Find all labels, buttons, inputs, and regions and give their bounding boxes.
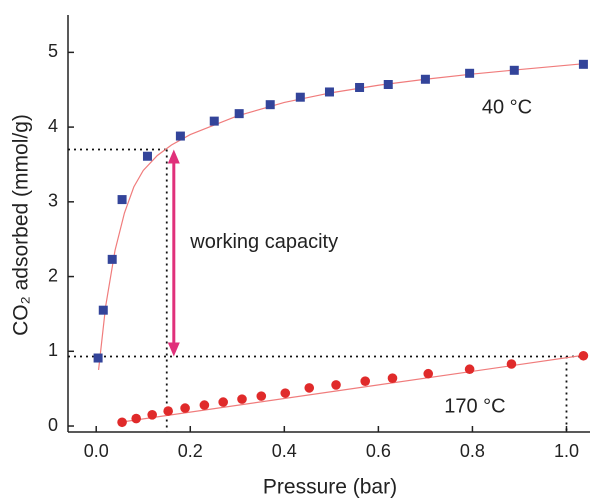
square-marker xyxy=(98,305,108,315)
square-marker xyxy=(465,68,475,78)
y-tick-label: 3 xyxy=(48,191,58,211)
annotation: 40 °C xyxy=(482,97,532,119)
circle-marker xyxy=(237,394,247,404)
y-tick-label: 1 xyxy=(48,340,58,360)
square-marker xyxy=(175,131,185,141)
y-tick-label: 5 xyxy=(48,41,58,61)
square-marker xyxy=(107,254,117,264)
circle-marker xyxy=(578,350,589,361)
circle-marker xyxy=(218,397,228,407)
x-tick-label: 1.0 xyxy=(554,441,579,461)
y-tick-label: 0 xyxy=(48,415,58,435)
square-marker xyxy=(265,100,275,110)
square-marker xyxy=(420,74,430,84)
square-marker xyxy=(234,109,244,119)
circle-marker xyxy=(256,391,267,401)
square-marker xyxy=(383,80,393,89)
circle-marker xyxy=(506,359,517,369)
circle-marker xyxy=(280,388,291,398)
square-marker xyxy=(509,65,519,75)
circle-marker xyxy=(464,364,475,375)
circle-marker xyxy=(117,417,127,428)
square-marker xyxy=(117,195,127,205)
square-marker xyxy=(295,92,305,102)
x-tick-label: 0.2 xyxy=(178,441,203,461)
square-marker xyxy=(93,353,103,363)
x-axis-label: Pressure (bar) xyxy=(263,476,397,499)
circle-marker xyxy=(423,368,434,379)
circle-marker xyxy=(147,410,157,420)
circle-marker xyxy=(360,376,371,386)
annotation: 170 °C xyxy=(444,396,505,418)
square-marker xyxy=(578,59,588,69)
square-marker xyxy=(142,151,152,161)
x-tick-label: 0.6 xyxy=(366,441,391,461)
circle-marker xyxy=(331,380,341,390)
fit-line xyxy=(97,62,586,371)
circle-marker xyxy=(304,383,315,393)
square-marker xyxy=(355,82,365,92)
circle-marker xyxy=(180,403,190,413)
square-marker xyxy=(324,87,334,97)
x-tick-label: 0.8 xyxy=(460,441,485,461)
annotation: working capacity xyxy=(189,231,338,253)
x-tick-label: 0.0 xyxy=(84,441,109,461)
arrow-head xyxy=(167,342,180,357)
circle-marker xyxy=(387,373,398,383)
circle-marker xyxy=(199,400,210,410)
x-tick-label: 0.4 xyxy=(272,441,297,461)
y-tick-label: 2 xyxy=(48,265,58,285)
arrow-head xyxy=(167,149,180,164)
circle-marker xyxy=(131,413,141,424)
circle-marker xyxy=(163,406,173,416)
y-tick-label: 4 xyxy=(48,116,58,136)
square-marker xyxy=(209,116,219,126)
y-axis-label: CO₂ adsorbed (mmol/g) xyxy=(10,114,33,336)
